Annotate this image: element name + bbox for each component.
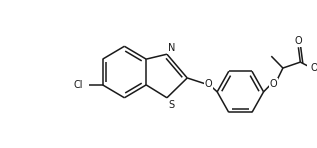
Text: O: O (310, 63, 317, 73)
Text: N: N (168, 43, 175, 53)
Text: O: O (205, 79, 212, 89)
Text: O: O (269, 79, 277, 89)
Text: O: O (294, 36, 302, 46)
Text: Cl: Cl (74, 80, 83, 90)
Text: S: S (168, 100, 174, 110)
